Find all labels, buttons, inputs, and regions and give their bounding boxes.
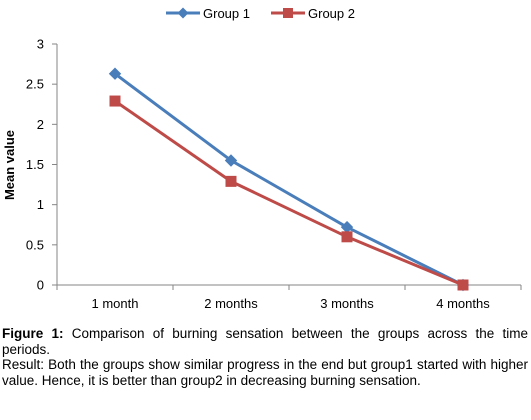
- figure-description: Comparison of burning sensation between …: [2, 326, 528, 357]
- figure-caption-line: Figure 1: Comparison of burning sensatio…: [2, 326, 528, 357]
- x-tick-label: 1 month: [92, 296, 139, 311]
- y-tick-label: 2.5: [26, 77, 44, 92]
- data-point-square: [109, 95, 121, 107]
- series-line-2: [114, 99, 464, 287]
- legend-marker-diamond: [177, 7, 189, 19]
- y-tick-label: 1: [37, 197, 44, 212]
- y-axis-label: Mean value: [2, 130, 17, 200]
- x-tick-label: 4 months: [436, 296, 490, 311]
- legend-label: Group 1: [203, 6, 250, 21]
- y-tick-label: 3: [37, 37, 44, 52]
- series-lines: [114, 72, 464, 287]
- data-point-square: [341, 231, 353, 243]
- data-point-square: [225, 175, 237, 187]
- data-point-square: [457, 279, 469, 291]
- x-tick-labels: 1 month 2 months 3 months 4 months: [92, 296, 491, 311]
- y-tick-label: 2: [37, 117, 44, 132]
- y-tick-label: 0.5: [26, 237, 44, 252]
- chart-axes: [52, 43, 522, 290]
- y-tick-label: 0: [37, 278, 44, 293]
- data-point-diamond: [224, 154, 238, 167]
- legend-label: Group 2: [308, 6, 355, 21]
- series-line-1: [114, 72, 464, 287]
- chart-legend: Group 1 Group 2: [166, 6, 355, 21]
- line-chart: Group 1 Group 2 0 0.5 1 1.5 2 2.5 3 1 month 2 mo…: [2, 6, 522, 311]
- x-tick-label: 3 months: [320, 296, 374, 311]
- result-text: Result: Both the groups show similar pro…: [2, 357, 528, 388]
- figure-caption: Figure 1: Comparison of burning sensatio…: [2, 326, 528, 388]
- y-tick-label: 1.5: [26, 157, 44, 172]
- figure-label: Figure 1:: [2, 326, 64, 341]
- data-point-diamond: [108, 67, 122, 80]
- x-tick-label: 2 months: [204, 296, 258, 311]
- legend-marker-square: [283, 8, 293, 18]
- y-tick-labels: 0 0.5 1 1.5 2 2.5 3: [26, 37, 44, 293]
- series-markers: [108, 67, 470, 292]
